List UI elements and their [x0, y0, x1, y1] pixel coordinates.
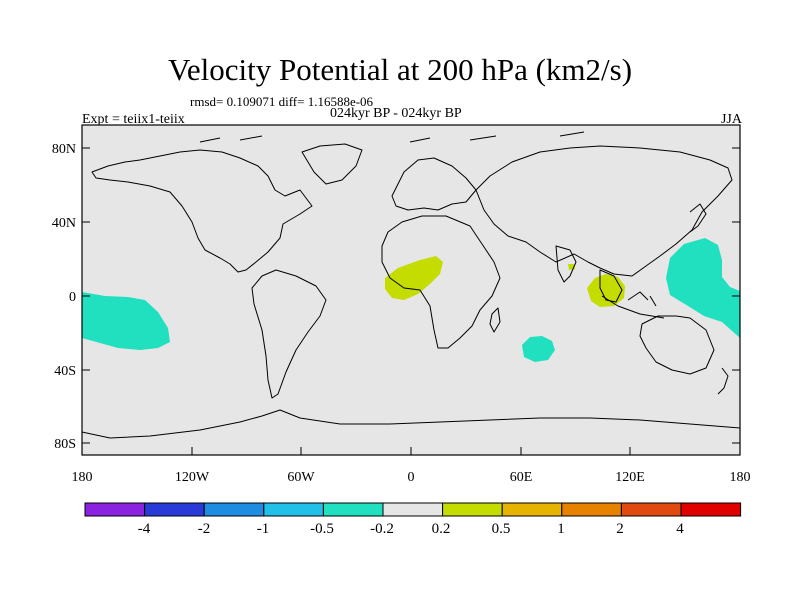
coastline-madagascar	[489, 307, 501, 333]
x-tick-label: 60W	[287, 470, 315, 485]
tick-marks	[81, 147, 741, 455]
colorbar-box	[620, 502, 682, 517]
colorbar-label: -4	[138, 521, 151, 537]
map-panel: 80N 40N 0 40S 80S 180 120W 60W 0 60E 120…	[52, 124, 751, 485]
coastline-greenland	[301, 143, 363, 185]
colorbar-label: 2	[616, 521, 624, 537]
coastlines	[81, 131, 741, 439]
x-tick-label: 120W	[175, 470, 210, 485]
stats-subtitle: rmsd= 0.109071 diff= 1.16588e-06	[190, 94, 374, 109]
coastline-south-america	[251, 269, 327, 399]
coastline-southeast-asia	[599, 269, 623, 303]
colorbar-label: 0.2	[432, 521, 451, 537]
colorbar-label: -0.2	[370, 521, 394, 537]
contour-shading	[82, 238, 740, 362]
coastline-north-islands	[199, 131, 585, 143]
colorbar-box	[382, 502, 444, 517]
y-tick-label: 80N	[52, 142, 76, 157]
tick-labels: 80N 40N 0 40S 80S 180 120W 60W 0 60E 120…	[52, 142, 751, 485]
coastline-australia	[639, 315, 715, 375]
colorbar-label: -1	[257, 521, 270, 537]
coastline-indonesia	[601, 291, 665, 319]
x-tick-label: 0	[408, 470, 415, 485]
colorbar-box	[561, 502, 622, 517]
colorbar-box	[501, 502, 563, 517]
shade-bay-of-bengal-positive	[587, 274, 625, 307]
x-tick-label: 180	[72, 470, 93, 485]
colorbar-box	[322, 502, 384, 517]
x-tick-label: 120E	[615, 470, 645, 485]
colorbar-box	[144, 502, 205, 517]
coastline-new-zealand	[717, 367, 729, 395]
coastline-asia	[475, 145, 733, 277]
experiment-label: Expt = teiix1-teiix	[82, 112, 185, 127]
map-title: Velocity Potential at 200 hPa (km2/s)	[167, 52, 633, 87]
season-label: JJA	[720, 112, 742, 127]
colorbar-box	[84, 502, 146, 517]
coastline-north-america	[91, 149, 313, 273]
shade-west-pacific-negative	[666, 238, 740, 338]
colorbar-label: 0.5	[492, 521, 511, 537]
colorbar-label: 4	[676, 521, 684, 537]
colorbar-box	[442, 502, 503, 517]
shade-indian-ocean-negative	[522, 336, 555, 362]
coastline-africa	[381, 215, 501, 349]
colorbar-label: -2	[198, 521, 211, 537]
y-tick-label: 80S	[54, 437, 76, 452]
colorbar-label: 1	[557, 521, 565, 537]
period-label: 024kyr BP - 024kyr BP	[330, 106, 462, 121]
colorbar-box	[203, 502, 265, 517]
coastline-india	[555, 245, 577, 283]
coastline-japan	[689, 203, 707, 233]
shade-west-africa-positive	[385, 256, 443, 300]
colorbar-label: -0.5	[310, 521, 334, 537]
shade-pacific-west-negative	[82, 292, 170, 350]
colorbar-box	[263, 502, 324, 517]
colorbar-labels: -4 -2 -1 -0.5 -0.2 0.2 0.5 1 2 4	[138, 521, 685, 537]
coastline-antarctica	[81, 409, 741, 439]
y-tick-label: 0	[69, 290, 76, 305]
x-tick-label: 60E	[510, 470, 533, 485]
y-tick-label: 40N	[52, 216, 76, 231]
colorbar-boxes	[84, 502, 742, 517]
colorbar: -4 -2 -1 -0.5 -0.2 0.2 0.5 1 2 4	[84, 502, 742, 537]
y-tick-label: 40S	[54, 364, 76, 379]
colorbar-box	[680, 502, 742, 517]
x-tick-label: 180	[730, 470, 751, 485]
